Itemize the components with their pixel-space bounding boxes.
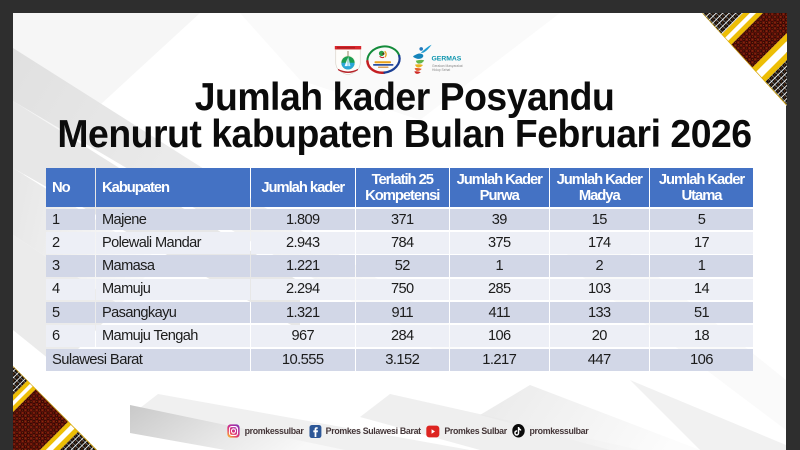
svg-text:GERMAS: GERMAS [432, 56, 462, 63]
svg-text:Hidup Sehat: Hidup Sehat [432, 68, 450, 72]
svg-text:Gerakan Masyarakat: Gerakan Masyarakat [432, 64, 463, 68]
